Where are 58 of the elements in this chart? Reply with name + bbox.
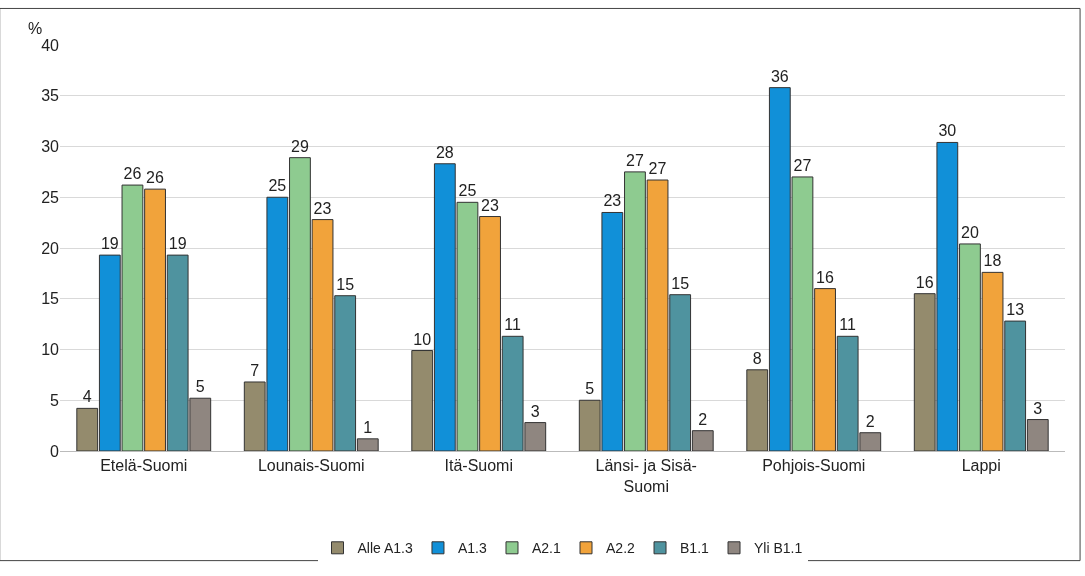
data-label: 27 xyxy=(648,160,667,177)
data-label: 3 xyxy=(530,402,540,420)
x-tick-label: Itä-Suomi xyxy=(444,457,513,475)
legend-label: Alle A1.3 xyxy=(357,540,413,557)
data-label: 19 xyxy=(168,235,187,253)
data-label: 16 xyxy=(915,273,934,291)
data-label: 25 xyxy=(268,177,287,195)
data-label: 3 xyxy=(1033,399,1043,417)
data-label: 29 xyxy=(291,137,309,155)
x-tick-label: Lappi xyxy=(961,457,1001,475)
data-label: 19 xyxy=(100,235,119,253)
x-tick-label: Etelä-Suomi xyxy=(100,457,188,475)
data-label: 11 xyxy=(504,316,522,334)
legend-label: Yli B1.1 xyxy=(754,540,803,557)
y-tick-label: 10 xyxy=(41,341,60,359)
legend-label: A1.3 xyxy=(457,540,487,557)
data-label: 23 xyxy=(313,199,332,217)
data-label: 16 xyxy=(816,268,834,286)
data-label: 18 xyxy=(983,252,1002,270)
legend-label: B1.1 xyxy=(680,540,710,557)
data-label: 27 xyxy=(626,151,644,169)
data-label: 23 xyxy=(603,192,622,210)
data-label: 5 xyxy=(585,380,595,398)
data-label: 5 xyxy=(195,378,205,396)
y-tick-label: 35 xyxy=(41,87,60,105)
data-label: 26 xyxy=(146,169,164,187)
data-label: 30 xyxy=(938,122,957,140)
y-tick-label: 20 xyxy=(41,239,60,257)
data-label: 20 xyxy=(961,223,979,241)
data-label: 1 xyxy=(363,418,373,436)
data-label: 8 xyxy=(752,349,762,367)
data-label: 13 xyxy=(1006,301,1025,319)
data-label: 10 xyxy=(413,330,432,348)
legend-label: A2.2 xyxy=(606,540,636,557)
data-label: 36 xyxy=(770,67,789,85)
x-tick-label: Länsi- ja Sisä-Suomi xyxy=(595,457,697,495)
x-tick-label: Pohjois-Suomi xyxy=(762,457,866,475)
data-label: 4 xyxy=(82,388,92,406)
y-axis-title: % xyxy=(28,20,43,37)
data-label: 23 xyxy=(481,196,499,214)
data-label: 25 xyxy=(458,182,477,200)
data-label: 27 xyxy=(793,156,812,174)
x-tick-label: Lounais-Suomi xyxy=(257,457,365,475)
legend-label: A2.1 xyxy=(531,540,561,557)
data-label: 2 xyxy=(865,412,875,430)
data-label: 26 xyxy=(123,165,142,183)
y-tick-label: 5 xyxy=(50,391,60,409)
y-tick-label: 0 xyxy=(50,442,60,460)
y-tick-label: 15 xyxy=(41,290,60,308)
data-label: 11 xyxy=(839,316,857,334)
y-tick-label: 40 xyxy=(41,36,60,54)
data-label: 7 xyxy=(250,361,260,379)
y-tick-label: 30 xyxy=(41,138,60,156)
data-label: 28 xyxy=(435,143,454,161)
data-label: 2 xyxy=(698,410,708,428)
data-label: 15 xyxy=(671,274,690,292)
data-label: 15 xyxy=(336,275,355,293)
y-tick-label: 25 xyxy=(41,188,60,206)
